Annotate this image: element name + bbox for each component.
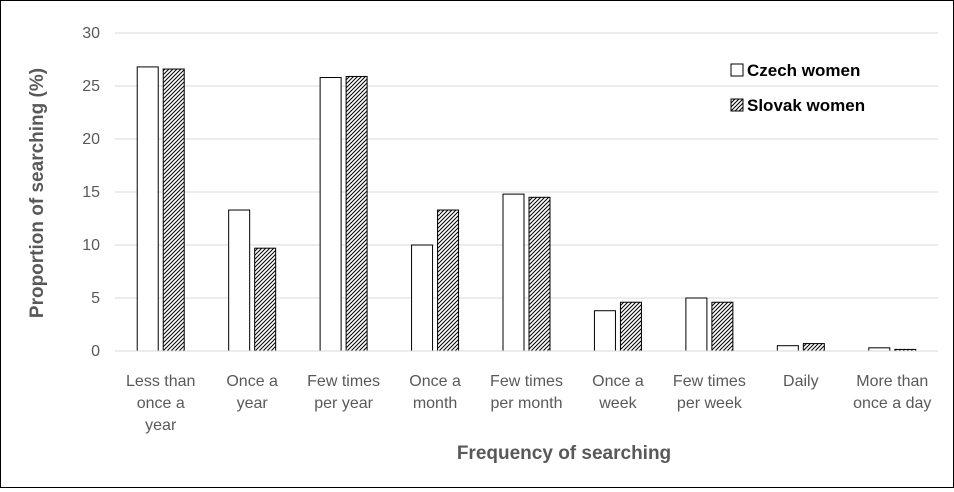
x-category-label: Few times per year: [307, 373, 380, 412]
y-tick-label: 5: [91, 290, 100, 307]
bar-slovak: [528, 196, 551, 352]
legend-label-slovak: Slovak women: [747, 96, 865, 115]
x-axis-title: Frequency of searching: [457, 443, 671, 464]
bar-czech: [593, 310, 616, 352]
bar-czech: [502, 193, 525, 352]
bar-czech: [228, 209, 251, 352]
y-tick-label: 30: [82, 25, 100, 42]
bar-czech: [685, 297, 708, 352]
legend: Czech women Slovak women: [730, 61, 865, 115]
x-axis-categories: Less than once a year Once a year Few times pe…: [126, 373, 931, 434]
bar-czech: [776, 345, 799, 352]
bar-slovak: [802, 343, 825, 352]
x-category-label: More than once a day: [853, 373, 931, 412]
y-axis-ticks: 0 5 10 15 20 25 30: [82, 25, 100, 360]
legend-swatch-slovak: [730, 98, 744, 112]
legend-swatch-czech: [730, 63, 744, 77]
x-category-label: Once a year: [226, 373, 278, 412]
bar-slovak: [711, 301, 734, 352]
x-category-label: Less than once a year: [126, 373, 195, 434]
x-category-label: Few times per month: [490, 373, 563, 412]
x-category-label: Few times per week: [673, 373, 746, 412]
bar-slovak: [437, 209, 460, 352]
bar-slovak: [162, 68, 185, 352]
x-category-label: Once a week: [592, 373, 644, 412]
y-tick-label: 20: [82, 131, 100, 148]
bar-slovak: [254, 247, 277, 352]
bar-slovak: [345, 75, 368, 352]
bar-czech: [136, 66, 159, 352]
y-tick-label: 25: [82, 78, 100, 95]
y-tick-label: 15: [82, 184, 100, 201]
y-tick-label: 0: [91, 343, 100, 360]
bar-slovak: [619, 301, 642, 352]
x-category-label: Once a month: [409, 373, 461, 412]
gridlines: [115, 32, 938, 299]
bars: [136, 66, 917, 352]
y-tick-label: 10: [82, 237, 100, 254]
x-category-label: Daily: [783, 373, 819, 390]
bar-czech: [411, 244, 434, 352]
bar-czech: [319, 77, 342, 352]
legend-label-czech: Czech women: [747, 61, 860, 80]
y-axis-title: Proportion of searching (%): [27, 68, 48, 318]
